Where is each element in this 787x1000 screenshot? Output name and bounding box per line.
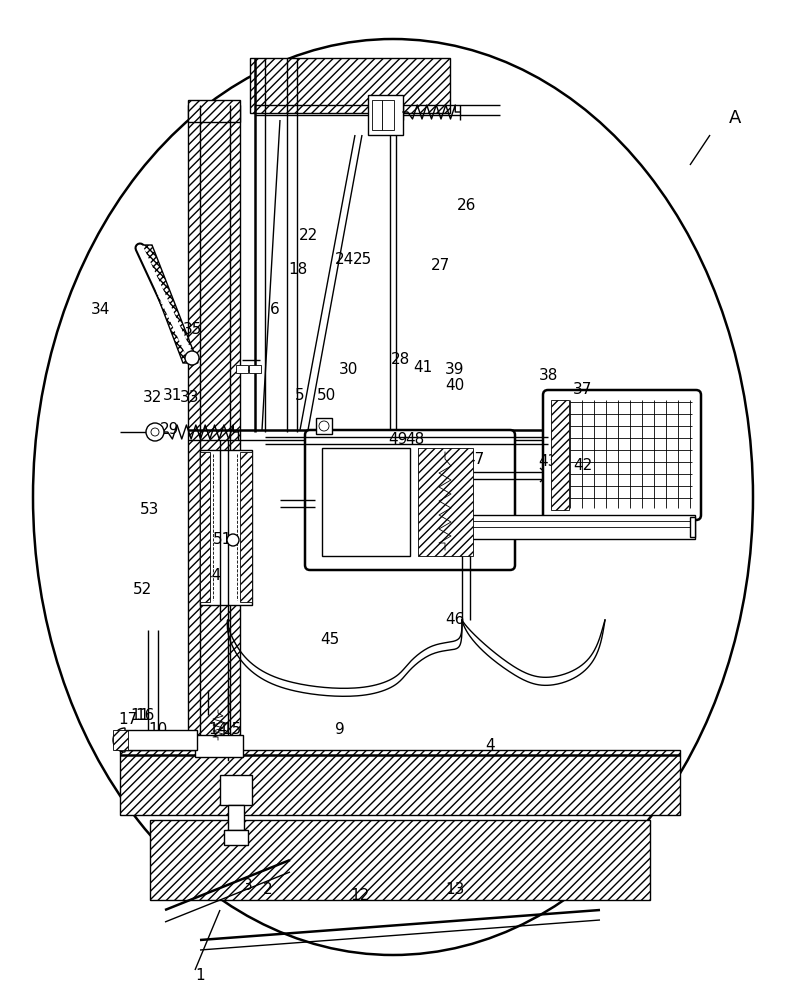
Bar	[240, 452, 252, 602]
Bar	[236, 365, 248, 373]
Text: 27: 27	[430, 257, 449, 272]
Text: 4: 4	[486, 738, 495, 752]
Bar	[249, 365, 261, 373]
Text: 10: 10	[149, 722, 168, 738]
Bar	[228, 805, 244, 830]
Text: 33: 33	[180, 390, 200, 406]
Bar	[188, 105, 240, 755]
Text: 15: 15	[223, 722, 242, 738]
Text: 40: 40	[445, 377, 464, 392]
Text: 32: 32	[142, 390, 161, 406]
Text: 17: 17	[118, 712, 138, 728]
Text: 37: 37	[573, 382, 593, 397]
Bar	[690, 517, 695, 537]
Text: 42: 42	[574, 458, 593, 473]
Text: 48: 48	[405, 432, 425, 448]
Bar	[200, 450, 252, 605]
Wedge shape	[113, 728, 125, 752]
Text: 26: 26	[457, 198, 477, 213]
Text: 2: 2	[263, 882, 273, 898]
Text: 14: 14	[209, 722, 227, 738]
Text: 22: 22	[298, 228, 318, 242]
Text: 25: 25	[353, 252, 371, 267]
Text: 47: 47	[465, 452, 485, 468]
Bar	[195, 735, 243, 757]
Circle shape	[146, 423, 164, 441]
Bar	[113, 730, 128, 750]
Bar	[372, 100, 382, 130]
Text: 39: 39	[445, 362, 465, 377]
Bar	[150, 820, 650, 900]
Bar	[188, 100, 240, 122]
Text: 3: 3	[243, 878, 253, 892]
Text: 51: 51	[213, 532, 233, 548]
Bar	[316, 418, 332, 434]
Bar	[250, 58, 450, 113]
Text: 52: 52	[133, 582, 153, 597]
Text: 41: 41	[413, 360, 433, 375]
Bar	[418, 448, 473, 556]
Text: 11: 11	[131, 708, 150, 722]
Text: 24: 24	[335, 252, 355, 267]
FancyBboxPatch shape	[305, 430, 515, 570]
Text: 16: 16	[135, 708, 155, 722]
Bar	[551, 400, 569, 510]
Text: 46: 46	[445, 612, 464, 628]
Text: 35: 35	[183, 322, 203, 338]
FancyBboxPatch shape	[543, 390, 701, 520]
Bar	[224, 830, 248, 845]
Text: 13: 13	[445, 882, 464, 898]
Text: 44: 44	[202, 568, 222, 582]
Polygon shape	[138, 245, 198, 363]
Circle shape	[151, 428, 159, 436]
Bar	[368, 95, 403, 135]
Text: A: A	[729, 109, 741, 127]
Text: 53: 53	[140, 502, 160, 518]
Text: 6: 6	[270, 302, 280, 318]
Circle shape	[319, 421, 329, 431]
Text: 5: 5	[295, 387, 305, 402]
Bar	[460, 515, 695, 539]
Text: 29: 29	[161, 422, 179, 438]
Text: 45: 45	[320, 633, 340, 648]
Circle shape	[227, 534, 239, 546]
Text: 18: 18	[288, 262, 308, 277]
Bar	[322, 448, 410, 556]
Text: 30: 30	[338, 362, 357, 377]
Bar	[125, 730, 197, 750]
Bar	[220, 775, 252, 805]
Bar	[120, 750, 680, 815]
Text: 9: 9	[335, 722, 345, 738]
Text: 38: 38	[538, 367, 558, 382]
Text: 49: 49	[388, 432, 408, 448]
Text: 28: 28	[390, 353, 409, 367]
Text: 43: 43	[538, 454, 558, 470]
Circle shape	[185, 351, 199, 365]
Text: 1: 1	[195, 968, 205, 982]
Text: 50: 50	[317, 387, 337, 402]
Text: 31: 31	[164, 387, 183, 402]
Bar	[382, 100, 394, 130]
Bar	[200, 452, 210, 602]
Text: 34: 34	[91, 302, 109, 318]
Text: 12: 12	[350, 888, 370, 902]
